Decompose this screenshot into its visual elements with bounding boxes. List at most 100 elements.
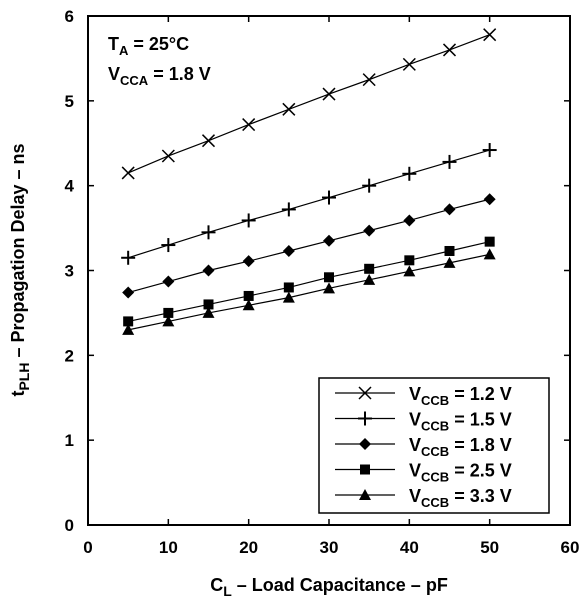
- legend-entry: VCCB = 1.8 V: [335, 435, 512, 459]
- legend-entry: VCCB = 3.3 V: [335, 486, 512, 510]
- data-point: [243, 290, 254, 301]
- data-point: [283, 282, 294, 293]
- series-line: [127, 34, 490, 174]
- data-point: [404, 255, 415, 266]
- data-point: [282, 102, 296, 116]
- data-point: [483, 248, 496, 260]
- y-tick-label: 1: [65, 431, 74, 450]
- series-diamond: [122, 193, 496, 299]
- data-point: [323, 234, 335, 247]
- series-layer: [121, 28, 497, 335]
- data-point: [282, 291, 295, 303]
- data-point: [241, 213, 256, 228]
- data-point: [242, 118, 256, 132]
- series-line: [128, 198, 490, 294]
- data-point: [121, 250, 136, 265]
- data-point: [403, 265, 416, 277]
- data-point: [323, 282, 335, 294]
- data-point: [363, 224, 376, 237]
- x-marker-stroke: [362, 73, 376, 87]
- data-point: [322, 87, 336, 101]
- plot-area: [87, 15, 571, 526]
- data-point: [443, 256, 456, 268]
- x-tick-label: 0: [83, 538, 92, 557]
- x-tick-label: 40: [400, 538, 419, 557]
- data-point: [242, 255, 255, 268]
- data-point: [122, 323, 135, 335]
- y-tick-label: 2: [65, 346, 74, 365]
- legend-entry: VCCB = 1.2 V: [335, 384, 512, 408]
- data-point: [121, 166, 135, 180]
- x-tick-label: 30: [320, 538, 339, 557]
- x-marker-stroke: [442, 43, 457, 57]
- data-point: [483, 28, 497, 42]
- x-marker-stroke: [402, 57, 416, 71]
- legend-marker: [359, 438, 371, 450]
- data-point: [363, 273, 376, 285]
- x-tick-label: 10: [159, 538, 178, 557]
- y-tick-label: 3: [65, 262, 74, 281]
- data-point: [483, 193, 496, 206]
- data-point: [242, 299, 255, 311]
- data-point: [364, 263, 375, 274]
- x-marker-stroke: [322, 87, 336, 101]
- condition-vcca: VCCA = 1.8 V: [108, 64, 211, 88]
- data-point: [402, 166, 417, 181]
- data-point: [162, 315, 175, 327]
- data-point: [201, 134, 216, 148]
- x-marker-stroke: [483, 28, 497, 42]
- data-point: [201, 225, 216, 240]
- data-point: [122, 286, 135, 299]
- x-tick-label: 50: [480, 538, 499, 557]
- legend-label: VCCB = 1.5 V: [409, 410, 512, 434]
- y-tick-label: 4: [65, 177, 75, 196]
- data-point: [203, 299, 214, 310]
- legend-entry: VCCB = 1.5 V: [335, 410, 512, 434]
- series-line: [127, 149, 490, 259]
- y-tick-label: 0: [65, 516, 74, 535]
- series-square: [123, 236, 495, 327]
- data-point: [403, 214, 416, 227]
- y-axis-title: tPLH – Propagation Delay – ns: [8, 143, 32, 396]
- y-tick-label: 6: [65, 7, 74, 26]
- x-axis-title: CL – Load Capacitance – pF: [210, 575, 448, 598]
- data-point: [123, 316, 134, 327]
- x-marker-stroke: [282, 102, 296, 116]
- data-point: [482, 143, 497, 158]
- data-point: [161, 149, 175, 163]
- x-marker-stroke: [358, 386, 372, 400]
- x-marker-stroke: [242, 118, 256, 132]
- legend-box: [318, 377, 550, 514]
- x-marker-stroke: [121, 166, 135, 180]
- data-point: [444, 245, 455, 256]
- data-point: [324, 272, 334, 283]
- series-triangle: [122, 248, 496, 335]
- tick-labels: 0 10 20 30 40 50 60 0 1 2 3 4 5 6: [65, 7, 580, 557]
- data-point: [162, 275, 175, 288]
- legend-entry: VCCB = 2.5 V: [335, 461, 512, 485]
- data-point: [163, 307, 174, 318]
- data-point: [282, 244, 295, 257]
- data-point: [442, 43, 457, 57]
- legend-marker: [360, 464, 370, 475]
- legend-label: VCCB = 1.2 V: [409, 384, 512, 408]
- series-plus: [121, 143, 497, 265]
- data-point: [362, 178, 377, 193]
- condition-ta: TA = 25°C: [108, 34, 189, 58]
- series-line: [128, 241, 490, 322]
- data-point: [202, 306, 215, 318]
- data-point: [322, 190, 336, 205]
- legend-label: VCCB = 2.5 V: [409, 461, 512, 485]
- legend-label: VCCB = 1.8 V: [409, 435, 512, 459]
- x-marker-stroke: [161, 149, 175, 163]
- data-point: [202, 264, 215, 277]
- data-point: [442, 154, 457, 169]
- y-tick-label: 5: [65, 92, 74, 111]
- data-point: [484, 236, 495, 247]
- x-tick-label: 60: [561, 538, 580, 557]
- legend-marker: [358, 386, 372, 400]
- data-point: [281, 202, 296, 217]
- series-line: [128, 253, 490, 331]
